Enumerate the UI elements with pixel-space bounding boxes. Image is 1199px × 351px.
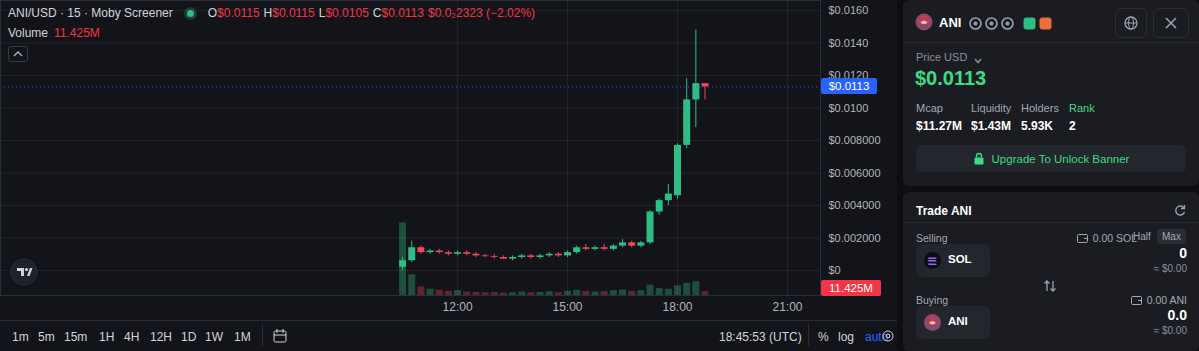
html-text:0.00 ANI: 0.00 ANI [1146, 294, 1187, 306]
html-text:1D: 1D [181, 330, 197, 344]
html-text:5m: 5m [38, 330, 55, 344]
html-text:Liquidity: Liquidity [971, 102, 1012, 114]
html-text:ANI/USD · 15 · Moby Screener: ANI/USD · 15 · Moby Screener [8, 6, 173, 20]
html-text:2: 2 [1069, 119, 1076, 133]
html-text:0: 0 [1179, 245, 1187, 261]
svg-text:$0.002000: $0.002000 [829, 232, 881, 244]
html-text:SOL: SOL [948, 253, 972, 265]
html-text:Trade ANI: Trade ANI [916, 204, 972, 218]
html-text:11.425M: 11.425M [829, 282, 873, 294]
svg-text:$0.0100: $0.0100 [829, 102, 869, 114]
html-text:12H: 12H [150, 330, 172, 344]
html-text:log: log [838, 330, 854, 344]
html-text:Buying: Buying [916, 294, 949, 306]
html-text:Volume: Volume [8, 26, 48, 40]
svg-text:$0.0120: $0.0120 [828, 69, 869, 82]
html-text:Holders: Holders [1021, 102, 1059, 114]
html-text:1W: 1W [205, 330, 223, 344]
svg-text:18:00: 18:00 [663, 300, 693, 314]
html-text:1H: 1H [99, 330, 115, 344]
html-text:≈ $0.00: ≈ $0.00 [1153, 325, 1187, 336]
svg-text:12:00: 12:00 [443, 300, 473, 314]
html-text:Selling: Selling [916, 232, 948, 244]
html-text:Half: Half [1133, 231, 1151, 242]
html-text:$11.27M: $11.27M [916, 119, 962, 133]
html-text:ANI: ANI [939, 15, 962, 30]
html-text:Max: Max [1162, 231, 1181, 242]
html-text:auto: auto [865, 330, 889, 344]
svg-text:15:00: 15:00 [553, 300, 583, 314]
html-text:5.93K: 5.93K [1021, 119, 1053, 133]
html-text:ANI: ANI [948, 315, 968, 327]
html-text:15m: 15m [64, 330, 88, 344]
html-text:$1.43M: $1.43M [971, 119, 1011, 133]
html-text:≈ $0.00: ≈ $0.00 [1153, 263, 1187, 274]
html-text:Mcap: Mcap [916, 102, 943, 114]
html-text:4H: 4H [124, 330, 140, 344]
html-text:Price USD: Price USD [916, 51, 968, 63]
svg-text:$0: $0 [829, 264, 841, 276]
svg-text:$0.006000: $0.006000 [829, 167, 881, 179]
html-text:1m: 1m [12, 330, 29, 344]
svg-text:$0.004000: $0.004000 [829, 199, 881, 211]
svg-text:$0.0140: $0.0140 [829, 37, 869, 49]
svg-text:$0.0160: $0.0160 [829, 4, 869, 16]
html-text:$0.0113: $0.0113 [915, 67, 987, 89]
html-text:Rank: Rank [1069, 102, 1095, 114]
html-text:Upgrade To Unlock Banner: Upgrade To Unlock Banner [991, 152, 1130, 165]
html-text:0.00 SOL: 0.00 SOL [1092, 232, 1137, 244]
html-text:0.0: 0.0 [1167, 307, 1187, 323]
html-text:11.425M: 11.425M [54, 26, 100, 40]
html-text:18:45:53 (UTC): 18:45:53 (UTC) [719, 330, 802, 344]
html-text:1M: 1M [234, 330, 251, 344]
svg-text:$0.008000: $0.008000 [829, 134, 881, 146]
html-text:$0.0113: $0.0113 [828, 80, 870, 93]
svg-text:21:00: 21:00 [772, 300, 802, 314]
html-text:O $0.0115 H $0.0115 L $0.0105: O $0.0115 H $0.0115 L $0.0105 C $0.0113 … [207, 6, 536, 20]
